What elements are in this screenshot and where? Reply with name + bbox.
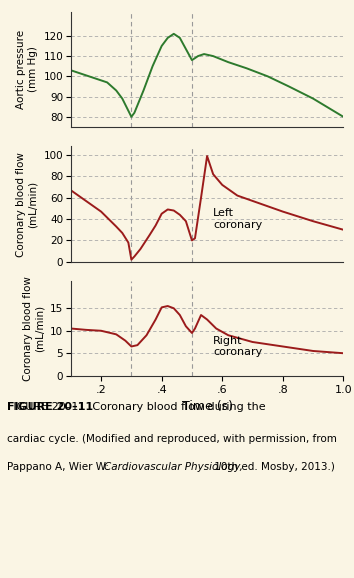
Text: Cardiovascular Physiology,: Cardiovascular Physiology, [104,462,243,472]
Y-axis label: Coronary blood flow
(mL/min): Coronary blood flow (mL/min) [16,151,38,257]
Text: Left
coronary: Left coronary [213,208,262,230]
Text: 10th ed. Mosby, 2013.): 10th ed. Mosby, 2013.) [211,462,335,472]
Text: Pappano A, Wier W:: Pappano A, Wier W: [7,462,112,472]
Y-axis label: Aortic pressure
(mm Hg): Aortic pressure (mm Hg) [16,29,38,109]
Text: Right
coronary: Right coronary [213,336,262,357]
Text: FIGURE 20–11: FIGURE 20–11 [7,402,93,412]
Y-axis label: Coronary blood flow
(mL/min): Coronary blood flow (mL/min) [23,276,44,381]
X-axis label: Time (s): Time (s) [182,399,233,413]
Text: cardiac cycle. (Modified and reproduced, with permission, from: cardiac cycle. (Modified and reproduced,… [7,434,337,443]
Text: FIGURE 20–11  Coronary blood flow during the: FIGURE 20–11 Coronary blood flow during … [7,402,266,412]
